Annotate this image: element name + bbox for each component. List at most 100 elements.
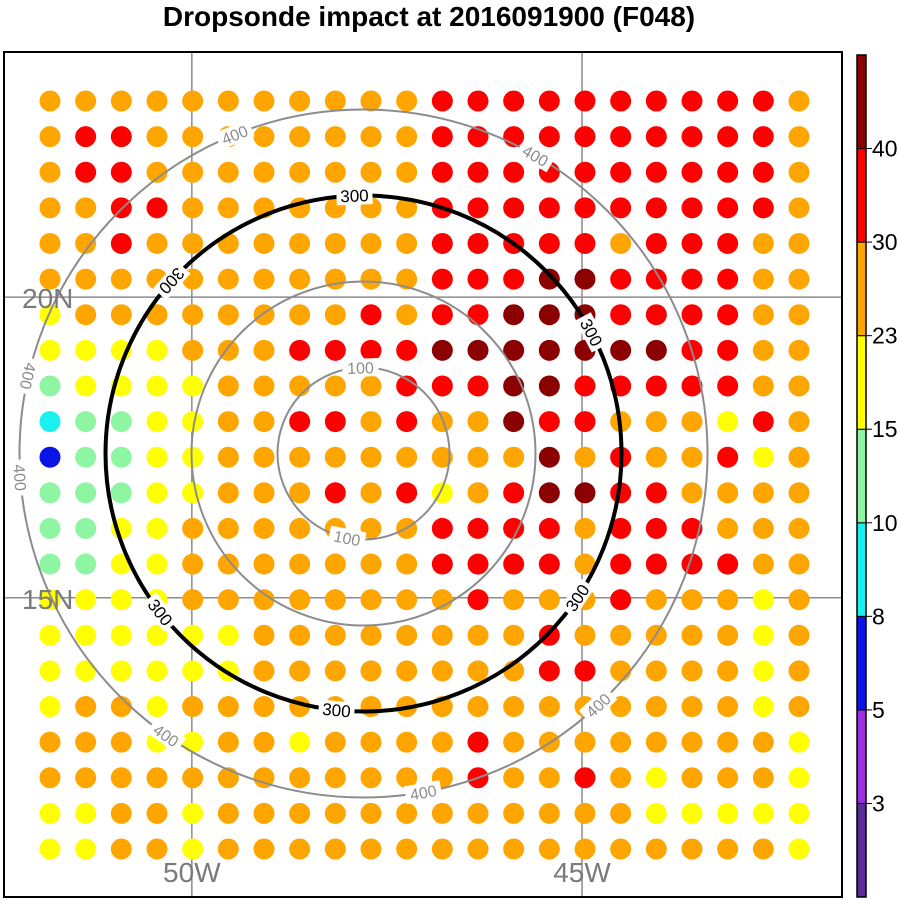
- data-point: [39, 731, 61, 753]
- ring-label-group: 400: [214, 119, 255, 150]
- data-point: [182, 767, 204, 789]
- data-point: [360, 696, 382, 718]
- data-point: [467, 304, 489, 326]
- data-point: [146, 339, 168, 361]
- data-point: [110, 767, 132, 789]
- data-point: [645, 446, 667, 468]
- ring-label-bg: [153, 261, 191, 301]
- data-point: [253, 232, 275, 254]
- ring-label: 400: [16, 361, 39, 391]
- ring-label-group: 400: [9, 458, 31, 497]
- data-point: [146, 411, 168, 433]
- data-point: [396, 268, 418, 290]
- data-point: [75, 161, 97, 183]
- data-point: [110, 446, 132, 468]
- data-point: [75, 339, 97, 361]
- data-point: [324, 90, 346, 112]
- ring-label-bg: [15, 356, 42, 396]
- data-point: [645, 268, 667, 290]
- data-point: [467, 232, 489, 254]
- data-point: [396, 660, 418, 682]
- data-point: [645, 517, 667, 539]
- data-point: [396, 553, 418, 575]
- data-point: [39, 232, 61, 254]
- data-point: [681, 731, 703, 753]
- data-point: [110, 696, 132, 718]
- data-point: [503, 624, 525, 646]
- data-point: [610, 553, 632, 575]
- data-point: [503, 411, 525, 433]
- data-point: [538, 411, 560, 433]
- data-point: [752, 375, 774, 397]
- data-point: [538, 767, 560, 789]
- data-point: [360, 553, 382, 575]
- data-point: [360, 589, 382, 611]
- data-point: [360, 767, 382, 789]
- data-point: [717, 731, 739, 753]
- data-point: [610, 802, 632, 824]
- ring-label-group: 400: [15, 356, 42, 396]
- data-point: [39, 197, 61, 219]
- data-point: [146, 126, 168, 148]
- data-point: [253, 553, 275, 575]
- data-point: [752, 411, 774, 433]
- data-point: [788, 232, 810, 254]
- data-point: [431, 624, 453, 646]
- data-point: [681, 482, 703, 504]
- data-point: [503, 696, 525, 718]
- data-point: [75, 197, 97, 219]
- data-point: [217, 802, 239, 824]
- ring-label: 300: [340, 186, 369, 206]
- data-point: [289, 767, 311, 789]
- data-point: [324, 482, 346, 504]
- data-point: [752, 446, 774, 468]
- data-point: [360, 304, 382, 326]
- data-point: [610, 339, 632, 361]
- ring-label-bg: [10, 458, 31, 497]
- data-point: [538, 126, 560, 148]
- data-point: [360, 660, 382, 682]
- data-point: [289, 482, 311, 504]
- data-point: [788, 767, 810, 789]
- data-point: [645, 731, 667, 753]
- data-point: [217, 161, 239, 183]
- data-point: [182, 589, 204, 611]
- data-point: [788, 696, 810, 718]
- ring-label-group: 300: [317, 699, 356, 722]
- data-point: [610, 589, 632, 611]
- data-point: [681, 268, 703, 290]
- data-point: [253, 767, 275, 789]
- data-point: [217, 197, 239, 219]
- data-point: [752, 624, 774, 646]
- data-point: [217, 90, 239, 112]
- data-point: [39, 161, 61, 183]
- data-point: [431, 304, 453, 326]
- colorbar-segment: [856, 335, 867, 430]
- data-point: [610, 232, 632, 254]
- data-point: [538, 90, 560, 112]
- data-point: [182, 339, 204, 361]
- data-point: [645, 375, 667, 397]
- colorbar-tick-label: 30: [872, 229, 898, 255]
- data-point: [788, 802, 810, 824]
- data-point: [681, 126, 703, 148]
- data-point: [146, 375, 168, 397]
- data-point: [681, 90, 703, 112]
- data-point: [39, 304, 61, 326]
- data-point: [75, 90, 97, 112]
- data-point: [217, 482, 239, 504]
- data-point: [253, 660, 275, 682]
- data-point: [574, 624, 596, 646]
- data-point: [538, 446, 560, 468]
- data-point: [752, 731, 774, 753]
- data-point: [717, 161, 739, 183]
- data-point: [253, 375, 275, 397]
- data-point: [503, 731, 525, 753]
- data-point: [503, 161, 525, 183]
- data-point: [574, 197, 596, 219]
- data-point: [396, 339, 418, 361]
- data-point: [610, 161, 632, 183]
- data-point: [752, 90, 774, 112]
- data-point: [75, 232, 97, 254]
- ring-label-bg: [327, 525, 367, 551]
